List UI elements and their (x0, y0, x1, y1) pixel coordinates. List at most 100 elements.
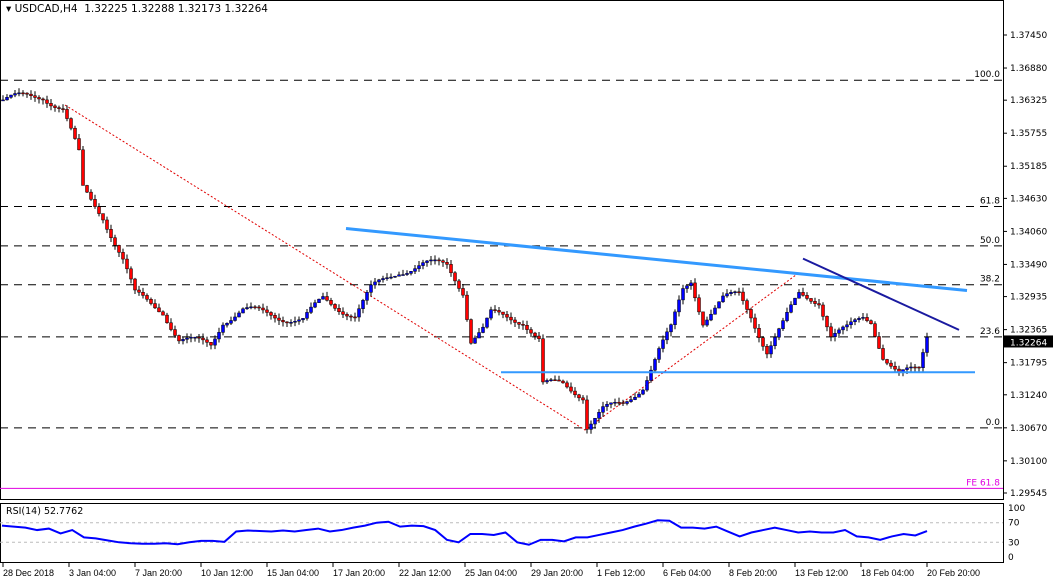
bullish-candle (377, 279, 381, 283)
bullish-candle (309, 306, 313, 313)
bearish-candle (265, 309, 269, 313)
time-tick-label: 1 Feb 12:00 (597, 568, 645, 578)
bearish-candle (173, 329, 177, 336)
price-tick-label: 1.34630 (1010, 194, 1047, 204)
bearish-candle (45, 99, 49, 104)
bullish-candle (245, 307, 249, 310)
bearish-candle (57, 107, 61, 109)
bearish-candle (881, 348, 885, 360)
short-term-resistance-trendline (802, 257, 960, 331)
bullish-candle (641, 389, 645, 395)
bullish-candle (793, 297, 797, 306)
bearish-candle (117, 245, 121, 253)
bullish-candle (193, 336, 197, 339)
bearish-candle (37, 97, 41, 100)
price-tick-label: 1.33490 (1010, 260, 1047, 270)
bearish-candle (333, 304, 337, 309)
bearish-candle (61, 108, 65, 110)
bearish-candle (573, 390, 577, 396)
ohlc-high: 1.32288 (131, 3, 175, 15)
bullish-candle (413, 268, 417, 272)
bearish-candle (77, 138, 81, 151)
bullish-candle (661, 339, 665, 349)
bullish-candle (421, 262, 425, 266)
bearish-candle (493, 309, 497, 311)
bullish-candle (545, 380, 549, 383)
bearish-candle (121, 252, 125, 260)
bearish-candle (537, 335, 541, 340)
bearish-candle (509, 316, 513, 321)
bearish-candle (569, 386, 573, 392)
bullish-candle (313, 302, 317, 308)
bearish-candle (205, 339, 209, 343)
bearish-candle (25, 92, 29, 95)
rsi-level-label: 0 (1008, 553, 1014, 563)
fib-level-label: 23.6 (980, 327, 1000, 337)
bullish-candle (725, 293, 729, 297)
bearish-candle (889, 362, 893, 367)
bullish-candle (601, 406, 605, 413)
ohlc-open: 1.32225 (84, 3, 128, 15)
bullish-candle (789, 304, 793, 313)
price-tick-label: 1.32365 (1010, 326, 1047, 336)
bullish-candle (5, 97, 9, 101)
bearish-candle (513, 319, 517, 323)
bullish-candle (393, 275, 397, 278)
time-tick-label: 13 Feb 12:00 (795, 568, 848, 578)
bearish-candle (745, 300, 749, 310)
bearish-candle (345, 314, 349, 317)
bearish-candle (913, 366, 917, 369)
price-tick-label: 1.35185 (1010, 162, 1047, 172)
bullish-candle (637, 393, 641, 398)
bearish-candle (821, 304, 825, 317)
bullish-candle (593, 417, 597, 425)
bearish-candle (749, 309, 753, 319)
bearish-candle (209, 342, 213, 346)
bearish-candle (85, 185, 89, 193)
time-tick-label: 29 Jan 20:00 (531, 568, 583, 578)
price-tick-label: 1.31795 (1010, 359, 1047, 369)
bullish-candle (549, 379, 553, 382)
price-tick-label: 1.34060 (1010, 227, 1047, 237)
price-tick-label: 1.35755 (1010, 129, 1047, 139)
bullish-candle (305, 312, 309, 319)
bullish-candle (385, 277, 389, 279)
bullish-candle (909, 366, 913, 369)
main-chart-frame (0, 0, 1004, 500)
price-tick-label: 1.30670 (1010, 424, 1047, 434)
rsi-level-label: 100 (1008, 504, 1025, 514)
time-tick-label: 25 Jan 04:00 (465, 568, 517, 578)
bullish-candle (425, 260, 429, 263)
bearish-candle (533, 332, 537, 337)
bullish-candle (905, 367, 909, 370)
time-tick-label: 20 Feb 20:00 (927, 568, 980, 578)
bearish-candle (873, 323, 877, 337)
bullish-candle (673, 311, 677, 325)
bearish-candle (757, 327, 761, 338)
bearish-candle (737, 291, 741, 294)
bearish-candle (201, 337, 205, 341)
bullish-candle (665, 331, 669, 341)
bullish-candle (921, 352, 925, 368)
bearish-candle (525, 325, 529, 330)
bullish-candle (609, 402, 613, 405)
bullish-candle (645, 380, 649, 391)
time-tick-label: 15 Jan 04:00 (267, 568, 319, 578)
time-tick-label: 22 Jan 12:00 (399, 568, 451, 578)
bearish-candle (69, 118, 73, 129)
bearish-candle (869, 320, 873, 324)
time-tick-label: 18 Feb 04:00 (861, 568, 914, 578)
bearish-candle (437, 259, 441, 262)
bearish-candle (165, 314, 169, 324)
bullish-candle (489, 309, 493, 319)
current-price-tag (1004, 335, 1053, 348)
bullish-candle (713, 307, 717, 315)
bullish-candle (689, 282, 693, 287)
bullish-candle (841, 326, 845, 331)
rsi-level-label: 30 (1008, 538, 1020, 548)
bearish-candle (877, 336, 881, 349)
fib-level-label: 38.2 (980, 275, 1000, 285)
bearish-candle (341, 311, 345, 315)
